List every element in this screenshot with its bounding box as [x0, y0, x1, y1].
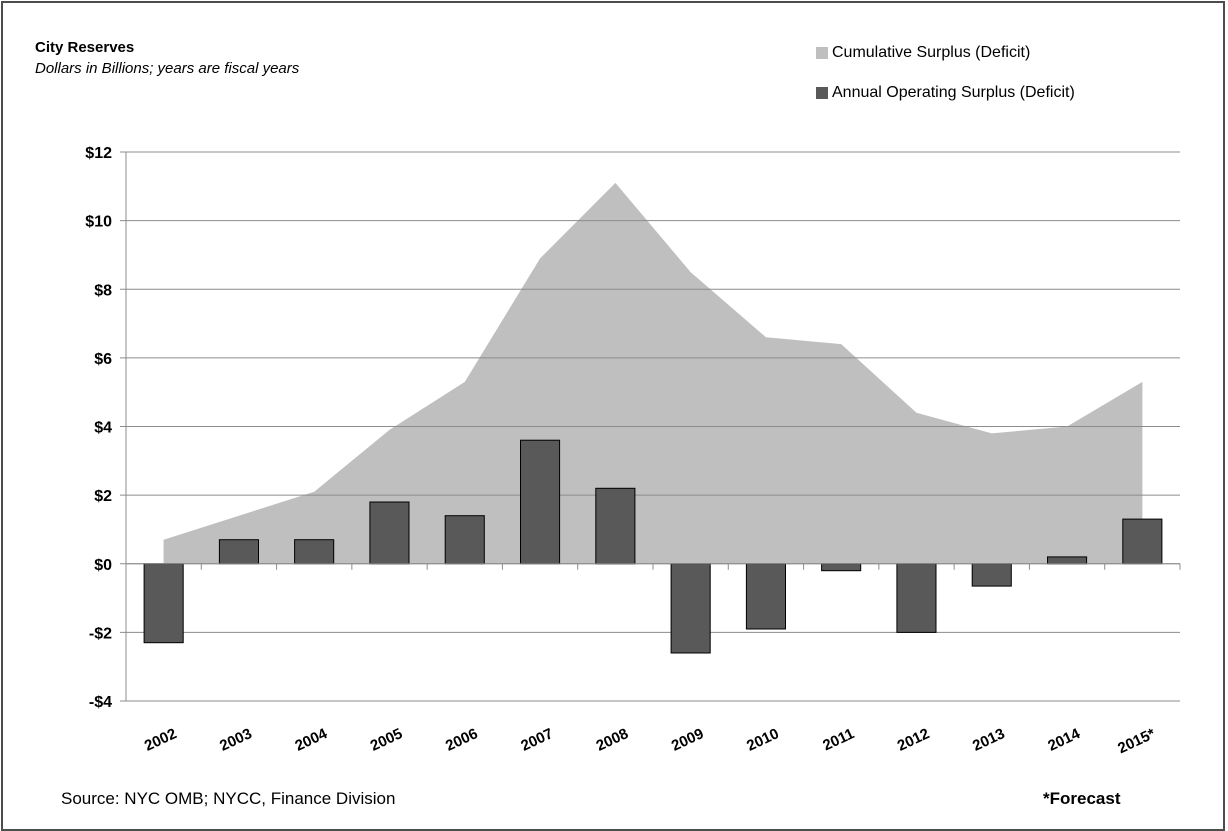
chart-subtitle: Dollars in Billions; years are fiscal ye…: [35, 60, 300, 77]
annual-bar: [444, 515, 485, 565]
legend-label-cumulative: Cumulative Surplus (Deficit): [832, 44, 1031, 61]
x-tick-label: 2011: [820, 725, 857, 754]
x-tick-label: 2010: [744, 725, 781, 755]
y-tick-label: $12: [85, 145, 112, 162]
annual-bar: [520, 439, 561, 565]
x-tick-label: 2014: [1045, 725, 1083, 755]
cumulative-area: [163, 182, 1143, 564]
legend-label-annual: Annual Operating Surplus (Deficit): [832, 84, 1075, 101]
annual-bar: [218, 539, 259, 565]
x-tick-label: 2008: [594, 725, 631, 755]
x-tick-label: 2007: [518, 725, 555, 755]
annual-bar: [1122, 518, 1163, 565]
annual-bar: [896, 563, 937, 633]
chart-title: City Reserves: [35, 39, 135, 56]
annual-bar: [143, 563, 184, 644]
y-tick-label: $0: [94, 557, 112, 574]
x-tick-label: 2005: [368, 725, 405, 755]
y-tick-label: $8: [94, 282, 112, 299]
annual-bar: [745, 563, 787, 630]
x-tick-label: 2013: [970, 725, 1007, 755]
x-tick-label: 2004: [292, 725, 330, 755]
annual-bar: [294, 539, 335, 565]
source-note: Source: NYC OMB; NYCC, Finance Division: [61, 789, 396, 808]
annual-bar: [595, 487, 636, 565]
y-tick-label: -$2: [89, 625, 112, 642]
annual-bar: [670, 563, 711, 654]
x-tick-label: 2012: [895, 725, 932, 755]
x-tick-label: 2006: [443, 725, 480, 755]
x-tick-label: 2015*: [1115, 725, 1158, 757]
legend-swatch-annual: [816, 87, 828, 99]
y-tick-label: -$4: [89, 694, 112, 711]
y-tick-label: $4: [94, 420, 112, 437]
forecast-note: *Forecast: [1043, 789, 1121, 808]
x-tick-label: 2009: [669, 725, 706, 755]
x-tick-label: 2003: [217, 725, 254, 755]
legend-swatch-cumulative: [816, 47, 828, 59]
annual-bar: [1047, 556, 1088, 565]
legend-item-cumulative: Cumulative Surplus (Deficit): [816, 44, 1030, 62]
annual-bar: [821, 563, 862, 572]
legend-item-annual: Annual Operating Surplus (Deficit): [816, 84, 1075, 102]
y-tick-label: $10: [85, 214, 112, 231]
y-tick-label: $2: [94, 488, 112, 505]
annual-bar: [971, 563, 1012, 587]
y-tick-label: $6: [94, 351, 112, 368]
x-tick-label: 2002: [142, 725, 179, 755]
annual-bar: [369, 501, 410, 565]
